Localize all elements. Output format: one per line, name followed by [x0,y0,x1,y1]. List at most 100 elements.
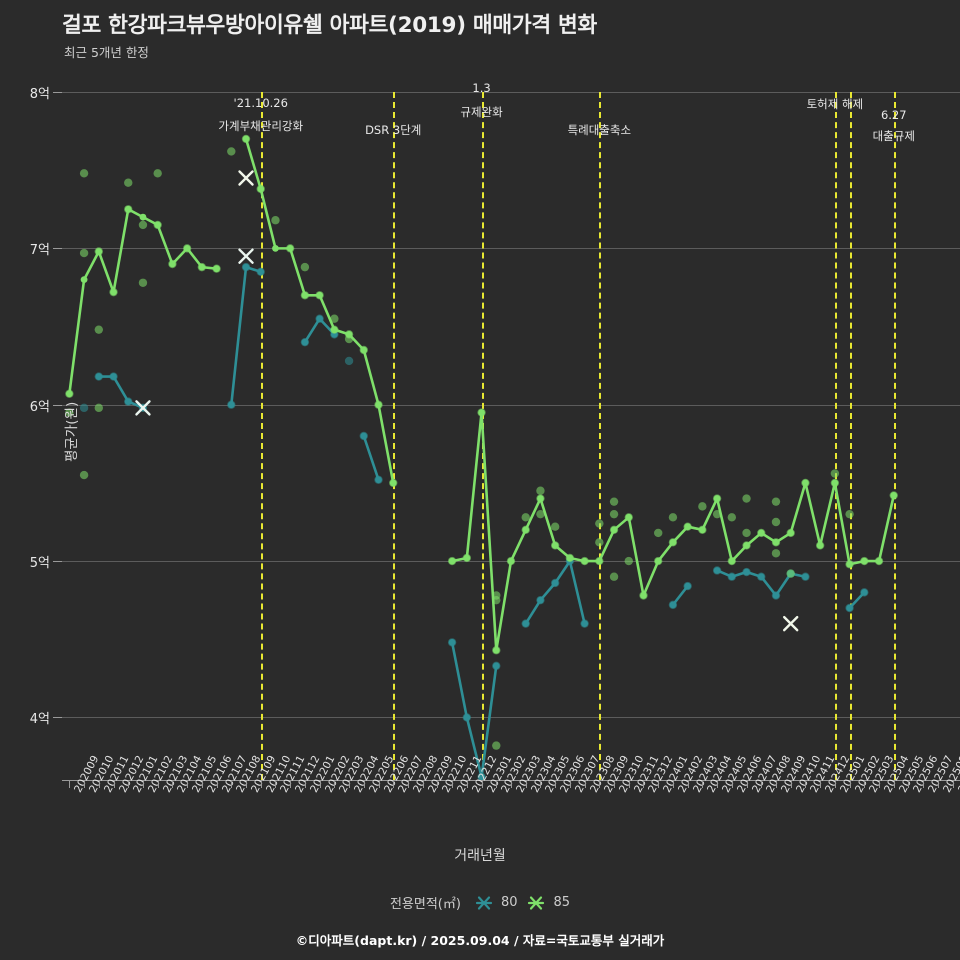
scatter-point [79,169,89,178]
series-vertex [316,291,324,299]
x-tick-mark [658,781,660,788]
scatter-point [271,216,280,225]
legend-item-80[interactable]: 80 [474,895,517,911]
y-tick-mark [53,404,62,406]
x-tick-mark [142,781,144,788]
series-vertex [213,265,220,273]
x-tick-mark [201,781,203,788]
x-tick-mark [540,781,542,788]
series-vertex [272,244,279,252]
x-axis-title: 거래년월 [454,848,506,864]
series-vertex [375,476,382,484]
series-vertex [757,529,765,537]
policy-date-label: 6.27 [880,108,907,122]
policy-name-label: 토허제 해제 [806,97,864,111]
scatter-point [492,741,501,750]
x-tick-mark [466,781,468,788]
series-vertex [743,542,750,549]
series-line [244,137,395,485]
series-vertex [522,526,530,534]
scatter-point [79,470,89,480]
scatter-point [344,356,354,366]
x-tick-mark [275,781,277,788]
scatter-point [79,248,89,258]
x-tick-mark [687,781,689,788]
x-tick-mark [643,781,645,788]
series-line [848,591,866,610]
y-tick-mark [53,92,62,93]
y-tick-mark [53,561,62,563]
y-tick-label: 6억 [29,399,50,415]
scatter-point [94,325,104,334]
scatter-point [609,509,619,519]
x-tick-mark [555,781,557,788]
series-vertex [124,205,132,213]
scatter-point [536,509,545,519]
series-vertex [463,714,471,721]
series-layer [65,134,898,782]
series-vertex [684,582,692,590]
y-tick-label: 4억 [29,712,50,728]
series-vertex [728,573,736,581]
series-vertex [110,288,117,296]
series-vertex [448,639,456,646]
series-vertex [860,557,868,565]
y-axis-title: 평균가(원) [64,401,80,462]
x-tick-mark [172,781,174,788]
policy-date-label: 1.3 [472,81,491,95]
x-tick-mark [761,781,763,788]
series-vertex [846,560,853,568]
scatter-point [595,519,604,528]
scatter-point [536,486,545,495]
x-tick-mark [923,781,925,788]
legend-title: 전용면적(㎡) [389,897,461,912]
x-tick-mark [260,781,262,788]
x-tick-mark [893,781,895,788]
policy-vline [393,92,396,780]
gridline [62,404,960,406]
scatter-point [830,469,840,478]
x-tick-mark [820,781,822,788]
series-line [450,641,498,779]
series-vertex [198,263,206,271]
x-tick-mark [879,781,881,788]
series-vertex [492,646,500,654]
series-vertex [139,213,147,221]
y-tick-label: 5억 [29,556,50,572]
x-tick-mark [834,781,836,788]
legend-item-85[interactable]: 85 [526,895,570,911]
outlier-x-marker [135,400,151,416]
series-line [524,559,586,625]
series-vertex [257,268,265,276]
gridline [62,248,960,250]
y-tick-mark [53,248,62,250]
series-vertex [360,432,368,440]
x-tick-mark [672,781,674,788]
scatter-point [771,497,781,506]
scatter-point [624,556,633,566]
series-vertex [154,221,162,229]
x-tick-mark [849,781,851,788]
x-tick-mark [717,781,719,788]
series-vertex [286,244,294,252]
x-tick-mark [908,781,910,788]
series-vertex [728,557,736,565]
scatter-point [153,169,162,178]
page-subtitle: 최근 5개년 한정 [64,45,149,60]
x-tick-mark [437,781,439,788]
x-tick-mark [98,781,100,788]
scatter-point [727,513,737,522]
series-vertex [595,557,603,565]
scatter-point [698,502,707,511]
series-line [671,584,689,607]
scatter-point [227,147,236,156]
outlier-x-marker [238,248,254,264]
series-vertex [375,401,382,409]
x-tick-mark [790,781,792,788]
scatter-point [521,513,530,522]
legend: 전용면적(㎡) 80 85 [0,893,960,912]
series-vertex [65,390,73,398]
x-tick-mark [525,781,527,788]
gridline [62,717,960,719]
x-tick-mark [599,781,601,788]
